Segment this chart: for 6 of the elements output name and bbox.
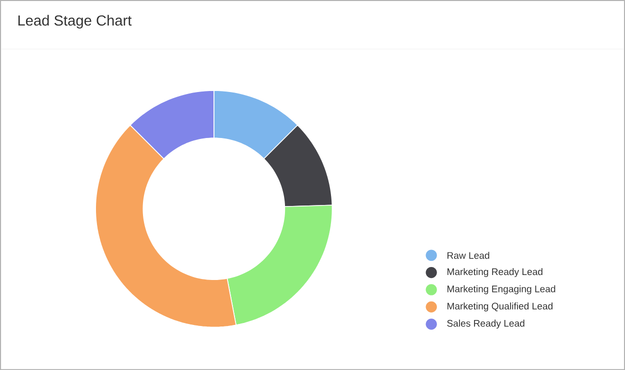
legend-label: Marketing Ready Lead <box>447 268 542 277</box>
legend-label: Raw Lead <box>447 252 490 259</box>
legend-label: Sales Ready Lead <box>447 320 524 329</box>
legend-label: Marketing Qualified Lead <box>447 302 552 312</box>
legend-label: Marketing Engaging Lead <box>447 285 556 294</box>
chart-title: Lead Stage Chart <box>18 14 132 28</box>
